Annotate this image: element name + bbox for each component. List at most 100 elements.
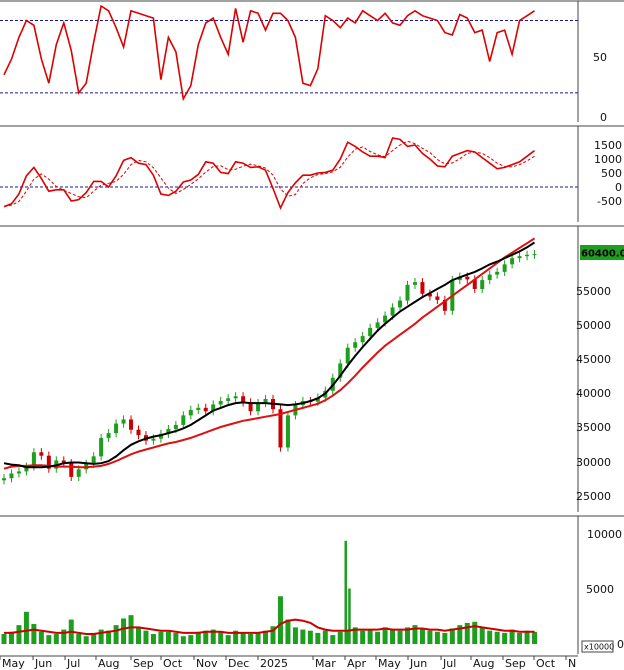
- candle-body-66: [495, 271, 500, 275]
- month-axis: May Jun Jul Aug Sep Oct Nov Dec 2025 Mar…: [0, 655, 578, 670]
- volume-bar-23: [173, 632, 179, 644]
- volume-bar-47: [352, 627, 358, 644]
- month-tick-marks: [0, 656, 567, 660]
- price-tick-35000: 35000: [576, 421, 611, 434]
- candle-body-67: [502, 264, 507, 272]
- candle-body-18: [136, 429, 141, 436]
- volume-spike-bar-1: [348, 588, 351, 644]
- candle-body-64: [480, 280, 485, 289]
- candle-body-27: [203, 407, 208, 412]
- volume-bar-31: [233, 630, 239, 644]
- volume-bar-35: [263, 630, 269, 644]
- volume-bar-19: [143, 630, 149, 644]
- volume-bar-14: [106, 630, 112, 644]
- candle-body-59: [442, 299, 447, 311]
- volume-bar-46: [345, 629, 351, 644]
- macd-series-line: [3, 137, 535, 211]
- candle-body-20: [151, 438, 156, 441]
- month-label-dec-1: Dec: [228, 657, 249, 670]
- volume-bar-63: [472, 621, 478, 644]
- candle-body-35: [263, 398, 268, 404]
- volume-moving-average-line: [4, 618, 535, 635]
- candle-body-49: [368, 327, 373, 337]
- candle-body-15: [114, 423, 119, 434]
- candle-body-3: [24, 466, 29, 472]
- volume-bar-5: [38, 631, 44, 644]
- rsi-panel: 50 0: [0, 4, 607, 124]
- volume-bar-37: [277, 596, 283, 644]
- volume-bars: [1, 540, 538, 644]
- candle-body-31: [233, 396, 238, 399]
- volume-unit-box-frame: [581, 640, 614, 653]
- volume-bar-44: [330, 635, 336, 644]
- month-label-may-2: May: [378, 657, 401, 670]
- volume-bar-30: [225, 635, 231, 644]
- volume-bar-55: [412, 625, 418, 644]
- rsi-tick-0: 0: [600, 111, 607, 124]
- volume-bar-17: [128, 615, 134, 644]
- candle-body-4: [31, 452, 36, 467]
- volume-bar-18: [136, 627, 141, 644]
- volume-bar-42: [315, 632, 321, 644]
- slow-moving-average-line: [3, 237, 536, 470]
- candle-body-33: [248, 402, 253, 412]
- candle-body-23: [173, 424, 178, 430]
- panel-frames: [0, 0, 624, 654]
- macd-y-axis: 1500 1000 500 0 -500: [594, 139, 622, 208]
- month-label-aug-1: Aug: [98, 657, 119, 670]
- volume-bar-28: [210, 629, 216, 644]
- candle-body-29: [218, 401, 223, 405]
- candle-body-30: [226, 398, 231, 402]
- last-price-label-text: 60400.00: [581, 249, 624, 260]
- rsi-series-line: [3, 4, 535, 102]
- candle-body-25: [188, 409, 193, 416]
- volume-bar-39: [292, 627, 298, 644]
- month-label-jun-1: Jun: [34, 657, 52, 670]
- candle-body-34: [256, 403, 261, 412]
- candle-body-71: [532, 254, 537, 256]
- volume-bar-2: [16, 625, 22, 644]
- volume-spike-bar-0: [344, 540, 347, 644]
- volume-bar-38: [285, 619, 291, 644]
- candle-body-62: [465, 276, 470, 280]
- month-label-nov-1: Nov: [196, 657, 218, 670]
- candle-body-16: [121, 419, 126, 424]
- macd-panel: 1500 1000 500 0 -500: [0, 137, 622, 211]
- volume-bar-67: [502, 632, 508, 644]
- month-label-jul-2: Jul: [442, 657, 456, 670]
- volume-bar-54: [405, 627, 410, 644]
- month-label-oct-1: Oct: [163, 657, 183, 670]
- price-panel: 55000 50000 45000 40000 35000 30000 2500…: [2, 237, 624, 503]
- month-label-apr: Apr: [347, 657, 367, 670]
- candle-body-14: [106, 433, 111, 438]
- candle-body-54: [405, 284, 410, 301]
- volume-bar-70: [524, 630, 530, 644]
- candle-body-17: [129, 419, 134, 430]
- volume-bar-20: [150, 634, 156, 644]
- volume-bar-60: [449, 628, 455, 644]
- month-label-jul-1: Jul: [66, 657, 80, 670]
- candle-body-57: [427, 293, 432, 297]
- volume-bar-56: [419, 628, 425, 644]
- rsi-reference-lines: [0, 20, 578, 94]
- candle-body-24: [181, 415, 186, 425]
- month-label-oct-2: Oct: [536, 657, 556, 670]
- macd-tick-1500: 1500: [594, 139, 622, 152]
- candle-body-70: [525, 254, 530, 257]
- volume-bar-7: [53, 634, 59, 644]
- month-label-nov-2: N: [568, 657, 576, 670]
- volume-bar-49: [367, 629, 373, 644]
- volume-bar-51: [382, 627, 388, 644]
- candle-body-45: [338, 363, 343, 378]
- volume-bar-13: [98, 629, 104, 644]
- volume-bar-53: [397, 630, 403, 644]
- volume-bar-59: [442, 632, 448, 644]
- volume-bar-48: [360, 630, 366, 644]
- candle-body-1: [9, 473, 14, 479]
- volume-bar-15: [113, 625, 119, 644]
- month-label-2025: 2025: [260, 657, 288, 670]
- candle-body-38: [285, 415, 290, 448]
- volume-tick-0: 0: [617, 638, 624, 651]
- candle-body-12: [91, 456, 96, 464]
